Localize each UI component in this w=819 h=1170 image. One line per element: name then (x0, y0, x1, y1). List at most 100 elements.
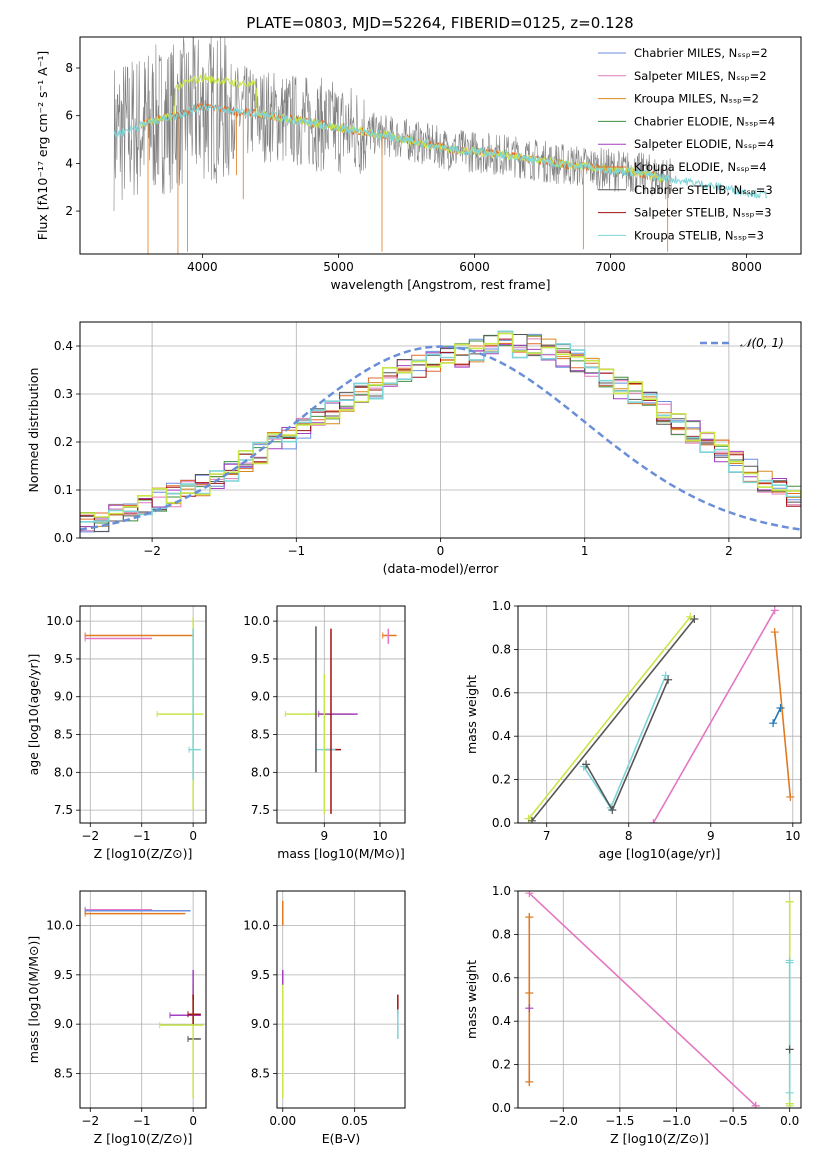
weight-line (772, 707, 782, 724)
y-tick-label: 8.5 (251, 1066, 270, 1080)
plot-frame (79, 890, 207, 1109)
weight-marker (525, 1077, 534, 1086)
plot-area-mass_vs_Z (84, 906, 204, 1099)
y-tick-label: 10.0 (243, 614, 270, 628)
y-tick-label: 1.0 (492, 884, 511, 898)
legend-label: Chabrier MILES, Nₛₛₚ=2 (634, 46, 768, 60)
x-tick-label: −1 (133, 829, 151, 843)
weight-line (528, 892, 757, 1107)
y-tick-label: 8.0 (251, 765, 270, 779)
weight-marker (664, 675, 673, 684)
weight-marker (769, 719, 778, 728)
plot-frame (276, 890, 406, 1109)
residual-histogram (80, 332, 801, 518)
plot-area-spectrum (113, 37, 768, 254)
plot-frame (517, 605, 802, 824)
x-tick-label: 0.0 (780, 1114, 799, 1128)
x-tick-label: −0.5 (719, 1114, 748, 1128)
y-tick-label: 6 (65, 109, 73, 123)
y-tick-label: 0.4 (492, 729, 511, 743)
x-tick-label: −2 (81, 1114, 99, 1128)
x-tick-label: −1.0 (662, 1114, 691, 1128)
plot-area-residuals (80, 330, 801, 533)
x-tick-label: 0 (437, 544, 445, 558)
legend-label: Chabrier STELIB, Nₛₛₚ=3 (634, 183, 773, 197)
x-tick-label: −2 (81, 829, 99, 843)
x-tick-label: 9 (707, 829, 715, 843)
x-tick-label: −2 (143, 544, 161, 558)
y-tick-label: 8.5 (251, 728, 270, 742)
y-tick-label: 8.5 (54, 1066, 73, 1080)
x-tick-label: 7000 (595, 260, 626, 274)
figure-title: PLATE=0803, MJD=52264, FIBERID=0125, z=0… (246, 14, 633, 32)
y-tick-label: 9.0 (54, 690, 73, 704)
y-tick-label: 0.2 (492, 1058, 511, 1072)
weight-marker (527, 816, 536, 823)
x-axis-label: Z [log10(Z/Z⊙)] (610, 1131, 709, 1146)
y-tick-label: 2 (65, 204, 73, 218)
y-tick-label: 10.0 (243, 919, 270, 933)
weight-marker (690, 615, 699, 624)
x-tick-label: 0 (189, 829, 197, 843)
y-tick-label: 4 (65, 156, 73, 170)
x-tick-label: 9 (320, 829, 328, 843)
weight-line (528, 616, 691, 820)
legend-label: Salpeter ELODIE, Nₛₛₚ=4 (634, 137, 774, 151)
weight-marker (608, 805, 617, 814)
y-tick-label: 9.5 (251, 652, 270, 666)
y-tick-label: 9.5 (54, 968, 73, 982)
weight-marker (649, 819, 658, 823)
y-tick-label: 9.0 (251, 1017, 270, 1031)
y-tick-label: 1.0 (492, 599, 511, 613)
residual-histogram (80, 333, 801, 533)
weight-marker (786, 792, 795, 801)
weight-marker (785, 897, 794, 906)
weight-marker (776, 703, 785, 712)
y-tick-label: 0.2 (492, 773, 511, 787)
x-tick-label: 2 (725, 544, 733, 558)
x-tick-label: 8000 (731, 260, 762, 274)
plot-frame (79, 36, 802, 255)
x-tick-label: 0.05 (341, 1114, 368, 1128)
weight-marker (785, 1088, 794, 1097)
y-tick-label: 10.0 (46, 614, 73, 628)
weight-marker (751, 1101, 760, 1108)
legend-label: Kroupa MILES, Nₛₛₚ=2 (634, 92, 759, 106)
y-tick-label: 9.0 (54, 1017, 73, 1031)
residual-histogram (80, 344, 801, 528)
legend-label: Salpeter MILES, Nₛₛₚ=2 (634, 69, 767, 83)
legend-label: Kroupa ELODIE, Nₛₛₚ=4 (634, 160, 767, 174)
y-tick-label: 7.5 (251, 803, 270, 817)
x-tick-label: 10 (785, 829, 800, 843)
y-tick-label: 0.8 (492, 927, 511, 941)
legend-label: Kroupa STELIB, Nₛₛₚ=3 (634, 228, 764, 242)
y-tick-label: 0.4 (54, 339, 73, 353)
y-tick-label: 8 (65, 61, 73, 75)
y-tick-label: 0.1 (54, 483, 73, 497)
y-tick-label: 0.8 (492, 642, 511, 656)
plot-frame (517, 890, 802, 1109)
x-tick-label: 4000 (187, 260, 218, 274)
legend-label: Chabrier ELODIE, Nₛₛₚ=4 (634, 114, 775, 128)
y-tick-label: 9.0 (251, 690, 270, 704)
weight-marker (785, 1045, 794, 1054)
plot-frame (79, 605, 207, 824)
x-tick-label: 1 (581, 544, 589, 558)
x-tick-label: 0.00 (269, 1114, 296, 1128)
x-axis-label: wavelength [Angstrom, rest frame] (330, 277, 550, 292)
y-axis-label: Normed distribution (26, 368, 41, 493)
x-tick-label: 0 (189, 1114, 197, 1128)
y-tick-label: 0.6 (492, 971, 511, 985)
y-tick-label: 9.5 (54, 652, 73, 666)
weight-marker (785, 1099, 794, 1108)
x-tick-label: 10 (372, 829, 387, 843)
legend-label: 𝒩(0, 1) (740, 336, 784, 350)
legend-label: Salpeter STELIB, Nₛₛₚ=3 (634, 206, 772, 220)
observed-spectrum (113, 37, 672, 212)
weight-marker (686, 612, 695, 621)
weight-line (531, 618, 696, 822)
y-axis-label: mass [log10(M/M⊙)] (26, 936, 41, 1064)
weight-marker (770, 628, 779, 637)
weight-marker (661, 671, 670, 680)
